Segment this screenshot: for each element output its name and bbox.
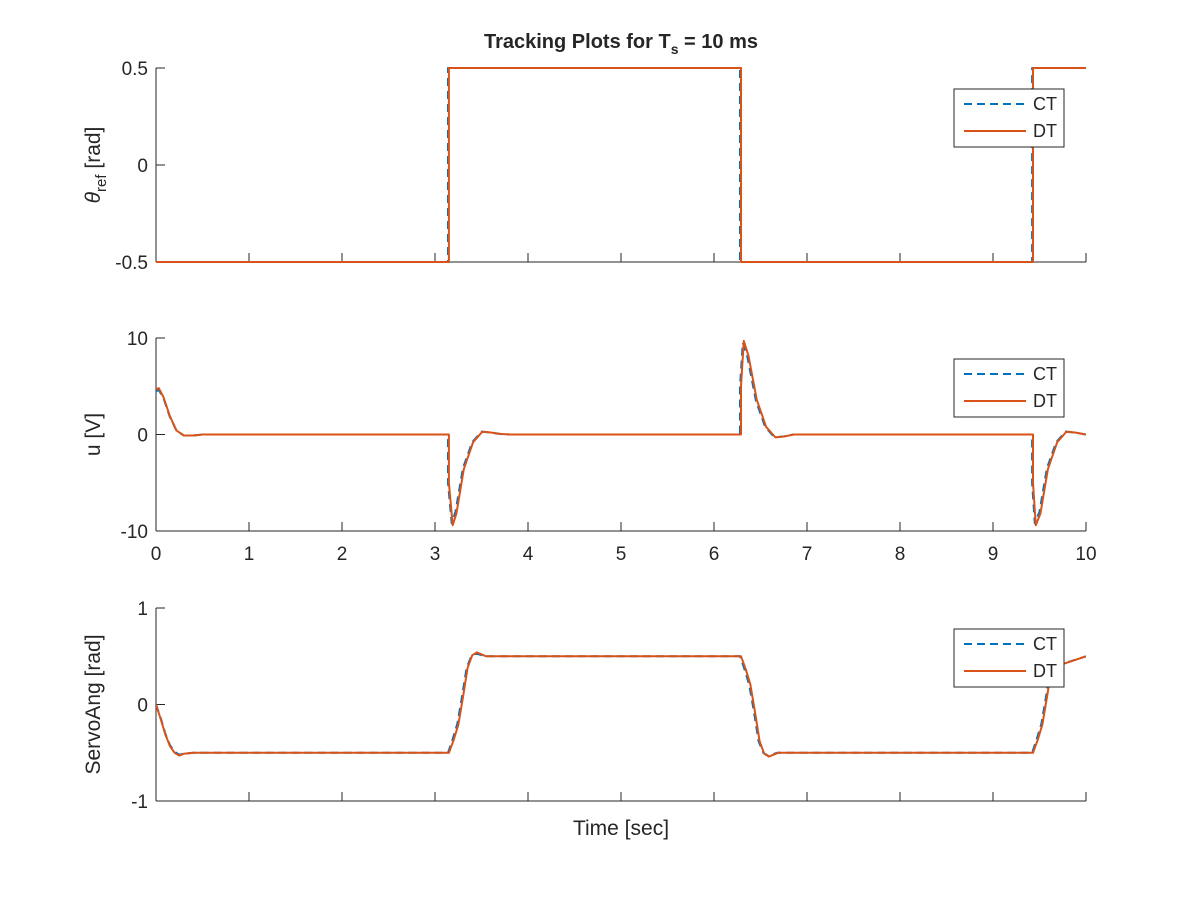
legend: CT DT (953, 358, 1065, 418)
legend-label-ct: CT (1033, 364, 1057, 384)
series-line-dt (156, 651, 1086, 758)
y-axis-label: u [V] (82, 413, 105, 456)
x-tick-label: 4 (523, 544, 534, 565)
x-axis-label: Time [sec] (573, 817, 669, 840)
legend-box (953, 628, 1065, 688)
legend-label-dt: DT (1033, 661, 1057, 681)
y-tick-label: 10 (127, 329, 148, 350)
chart-title-sub: s (671, 41, 679, 57)
y-tick-label: -10 (121, 522, 148, 543)
x-tick-label: 0 (151, 544, 162, 565)
x-tick-label: 3 (430, 544, 441, 565)
axes-panel-1: -0.5 0 0.5 θref [rad] Tracking Plots for Ts … (82, 31, 1087, 274)
y-tick-label: -0.5 (115, 253, 148, 274)
y-tick-label: 0 (137, 426, 148, 447)
x-tick-label: 8 (895, 544, 906, 565)
legend-label-dt: DT (1033, 391, 1057, 411)
y-tick-label: -1 (131, 792, 148, 813)
y-tick-label: 0.5 (122, 59, 148, 80)
y-axis-label-sub: ref (93, 174, 110, 192)
chart-title-tail: = 10 ms (678, 31, 758, 53)
x-tick-label: 1 (244, 544, 255, 565)
legend-label-ct: CT (1033, 634, 1057, 654)
y-axis-label-main: θ (82, 191, 105, 203)
y-tick-label: 0 (137, 696, 148, 717)
y-tick-label: 1 (137, 599, 148, 620)
y-axis-label: ServoAng [rad] (82, 634, 105, 774)
x-tick-label: 9 (988, 544, 999, 565)
legend-label-ct: CT (1033, 94, 1057, 114)
y-tick-label: 0 (137, 156, 148, 177)
axes-layer: -0.5 0 0.5 θref [rad] Tracking Plots for Ts … (82, 31, 1097, 840)
axes-panel-3: -1 0 1 ServoAng [rad] Time [sec] CT DT (82, 599, 1087, 840)
x-tick-label: 6 (709, 544, 720, 565)
x-tick-label: 5 (616, 544, 627, 565)
x-tick-label: 7 (802, 544, 813, 565)
legend: CT DT (953, 628, 1065, 688)
chart-title: Tracking Plots for Ts = 10 ms (484, 31, 758, 57)
legend-box (953, 358, 1065, 418)
x-tick-label: 2 (337, 544, 348, 565)
legend-label-dt: DT (1033, 121, 1057, 141)
y-axis-label-tail: [rad] (82, 127, 105, 175)
series-line-dt (156, 339, 1086, 527)
chart-title-main: Tracking Plots for T (484, 31, 671, 53)
x-tick-label: 10 (1075, 544, 1096, 565)
legend: CT DT (953, 88, 1065, 148)
y-axis-label: θref [rad] (82, 127, 110, 204)
legend-box (953, 88, 1065, 148)
